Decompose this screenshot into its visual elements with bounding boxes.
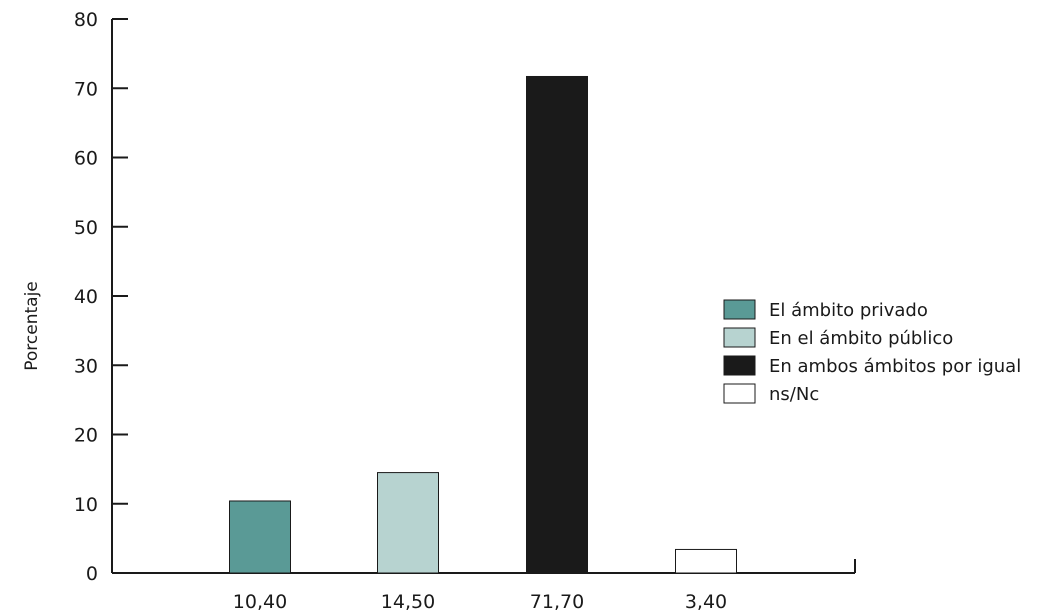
x-tick-label: 3,40 [685,591,727,612]
bar [229,500,291,574]
y-tick-label: 50 [74,217,98,239]
bars [229,75,737,574]
y-tick-label: 10 [74,494,98,516]
y-tick-label: 0 [86,563,98,585]
x-tick-label: 14,50 [381,591,435,612]
y-tick-label: 30 [74,355,98,377]
y-tick-label: 80 [74,9,98,31]
bar [675,548,737,574]
y-tick-label: 40 [74,286,98,308]
legend-swatch [723,355,756,376]
legend-swatch [723,327,756,348]
legend-label: En ambos ámbitos por igual [769,356,1021,377]
legend-label: En el ámbito público [769,328,953,349]
x-tick-label: 10,40 [233,591,287,612]
bar [377,472,439,574]
y-tick-label: 70 [74,78,98,100]
legend: El ámbito privado En el ámbito público En … [723,299,1021,405]
x-axis [112,559,856,574]
legend-label: El ámbito privado [769,300,928,321]
y-axis-label: Porcentaje [22,281,42,371]
y-axis: 0 10 20 30 40 50 60 70 80 [74,9,128,585]
legend-label: ns/Nc [769,384,819,405]
y-tick-label: 60 [74,148,98,170]
x-tick-label: 71,70 [530,591,584,612]
bar [526,75,588,574]
legend-swatch [723,299,756,320]
legend-swatch [723,383,756,404]
x-tick-labels: 10,40 14,50 71,70 3,40 [233,591,727,612]
y-tick-label: 20 [74,425,98,447]
